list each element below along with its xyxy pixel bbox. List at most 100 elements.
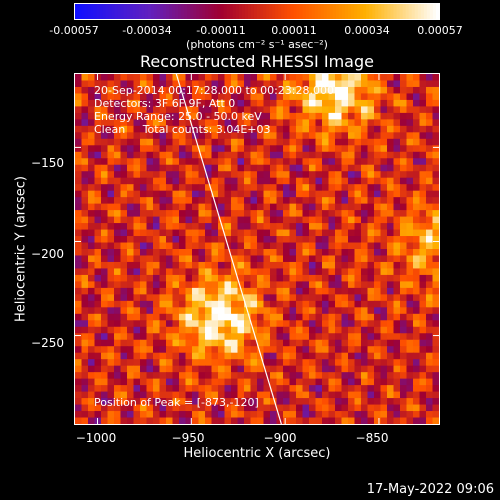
heatmap-cell: [179, 320, 186, 328]
heatmap-cell: [237, 99, 245, 107]
heatmap-cell: [101, 378, 108, 386]
heatmap-cell: [419, 229, 427, 237]
heatmap-cell: [231, 339, 238, 347]
heatmap-cell: [426, 229, 433, 237]
heatmap-cell: [400, 125, 407, 133]
heatmap-cell: [140, 385, 147, 393]
heatmap-cell: [114, 391, 121, 399]
heatmap-cell: [387, 171, 394, 179]
heatmap-cell: [94, 171, 102, 179]
heatmap-cell: [367, 119, 375, 127]
heatmap-cell: [270, 313, 277, 321]
heatmap-cell: [153, 125, 160, 133]
heatmap-cell: [211, 145, 219, 153]
heatmap-cell: [75, 261, 82, 269]
heatmap-cell: [380, 352, 388, 360]
heatmap-cell: [302, 119, 310, 127]
heatmap-cell: [244, 151, 251, 159]
heatmap-cell: [179, 112, 186, 120]
heatmap-cell: [361, 385, 368, 393]
heatmap-cell: [354, 145, 362, 153]
heatmap-cell: [374, 359, 381, 367]
heatmap-cell: [101, 138, 108, 146]
heatmap-cell: [75, 145, 82, 153]
heatmap-cell: [289, 223, 297, 231]
heatmap-cell: [127, 294, 134, 302]
colorbar-segment: [250, 4, 255, 19]
heatmap-cell: [94, 151, 102, 159]
heatmap-cell: [211, 333, 219, 341]
heatmap-cell: [426, 417, 433, 424]
colorbar-segment: [162, 4, 167, 19]
heatmap-cell: [328, 339, 336, 347]
heatmap-cell: [133, 411, 141, 419]
heatmap-cell: [231, 203, 238, 211]
heatmap-cell: [413, 99, 420, 107]
heatmap-cell: [140, 281, 147, 289]
heatmap-cell: [426, 333, 433, 341]
heatmap-cell: [432, 242, 439, 250]
heatmap-cell: [133, 99, 141, 107]
heatmap-cell: [127, 74, 134, 81]
heatmap-cell: [400, 164, 407, 172]
heatmap-cell: [153, 274, 160, 282]
heatmap-cell: [211, 346, 219, 354]
heatmap-cell: [140, 216, 147, 224]
heatmap-cell: [185, 197, 193, 205]
heatmap-cell: [348, 125, 355, 133]
colorbar-segment: [102, 4, 106, 19]
heatmap-cell: [146, 125, 154, 133]
heatmap-cell: [393, 74, 401, 81]
heatmap-cell: [166, 249, 173, 256]
heatmap-cell: [153, 268, 160, 276]
heatmap-cell: [224, 294, 232, 302]
heatmap-cell: [231, 229, 238, 237]
heatmap-cell: [270, 138, 277, 146]
heatmap-cell: [296, 261, 303, 269]
heatmap-cell: [413, 274, 420, 282]
heatmap-cell: [75, 378, 82, 386]
heatmap-cell: [244, 164, 251, 172]
heatmap-cell: [153, 346, 160, 354]
heatmap-cell: [114, 229, 121, 237]
heatmap-cell: [263, 151, 271, 159]
heatmap-cell: [107, 398, 115, 406]
heatmap-cell: [374, 86, 381, 94]
heatmap-cell: [341, 352, 349, 360]
heatmap-cell: [94, 203, 102, 211]
heatmap-cell: [166, 151, 173, 159]
heatmap-cell: [387, 119, 394, 127]
heatmap-cell: [140, 145, 147, 153]
heatmap-cell: [341, 261, 349, 269]
heatmap-cell: [146, 411, 154, 419]
heatmap-cell: [315, 119, 323, 127]
heatmap-cell: [348, 365, 355, 373]
heatmap-cell: [263, 274, 271, 282]
heatmap-cell: [107, 132, 115, 140]
heatmap-cell: [114, 93, 121, 101]
heatmap-cell: [257, 372, 264, 380]
heatmap-cell: [322, 177, 329, 185]
heatmap-cell: [101, 236, 108, 244]
heatmap-cell: [393, 190, 401, 198]
heatmap-cell: [211, 164, 219, 172]
heatmap-cell: [114, 417, 121, 424]
heatmap-cell: [263, 268, 271, 276]
heatmap-cell: [185, 216, 193, 224]
heatmap-cell: [354, 190, 362, 198]
heatmap-cell: [426, 197, 433, 205]
heatmap-cell: [348, 203, 355, 211]
heatmap-cell: [146, 190, 154, 198]
heatmap-cell: [257, 242, 264, 250]
heatmap-cell: [218, 132, 225, 140]
heatmap-cell: [270, 300, 277, 308]
heatmap-cell: [114, 210, 121, 218]
heatmap-cell: [94, 236, 102, 244]
colorbar-segment: [308, 4, 313, 19]
heatmap-cell: [159, 261, 167, 269]
heatmap-cell: [393, 132, 401, 140]
heatmap-cell: [419, 112, 427, 120]
heatmap-cell: [192, 190, 199, 198]
heatmap-cell: [276, 300, 284, 308]
heatmap-cell: [406, 145, 414, 153]
